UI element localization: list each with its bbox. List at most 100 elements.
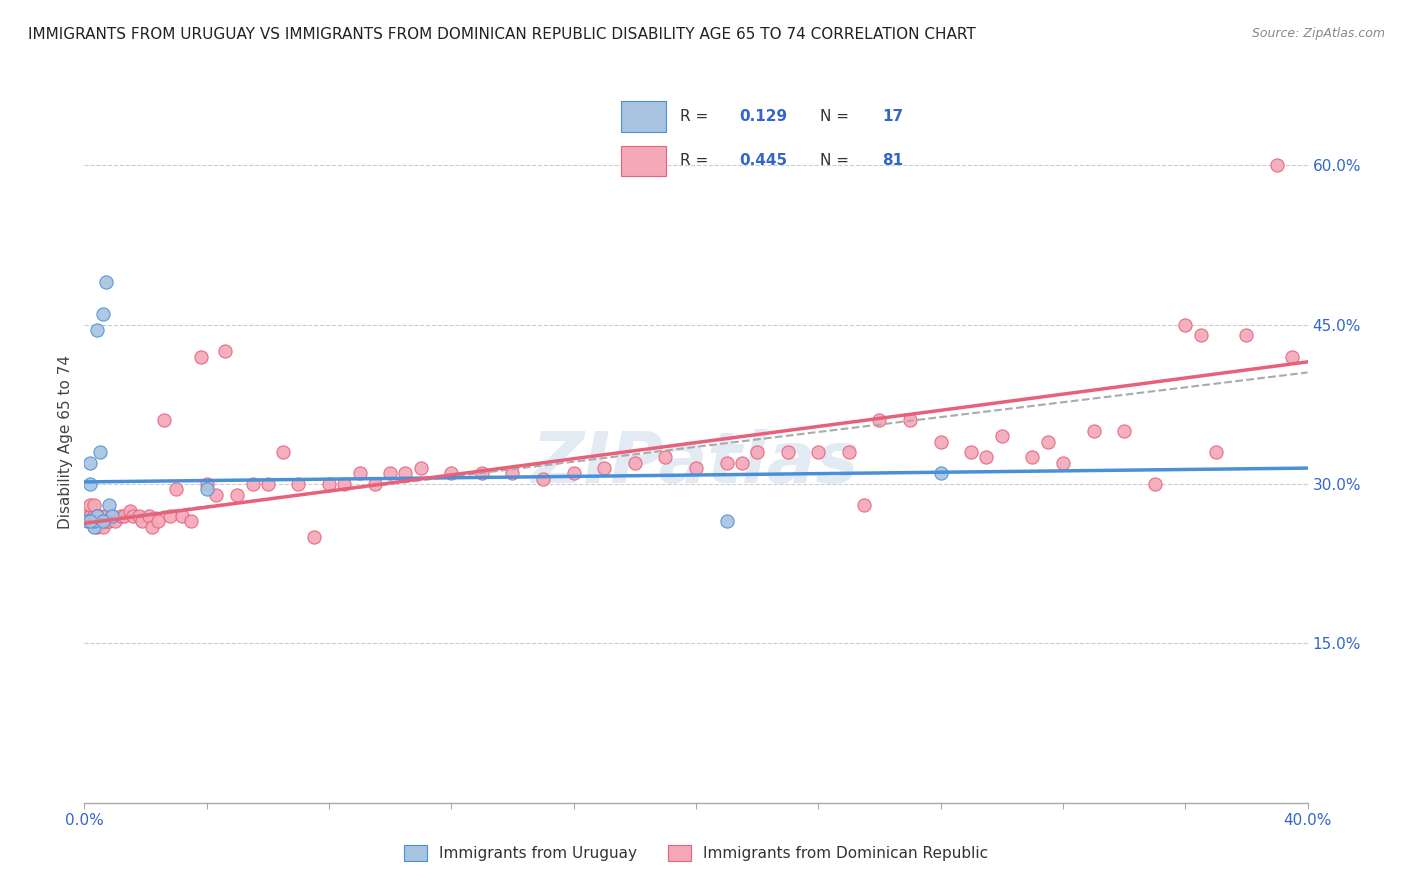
Point [807, 445, 830, 459]
Point [205, 488, 228, 502]
Point [1174, 318, 1197, 332]
Point [226, 488, 249, 502]
Point [1143, 477, 1166, 491]
Point [79, 456, 101, 470]
Point [172, 508, 194, 523]
Point [91, 514, 114, 528]
Point [89, 445, 111, 459]
Point [271, 445, 294, 459]
Text: Source: ZipAtlas.com: Source: ZipAtlas.com [1251, 27, 1385, 40]
Point [214, 344, 236, 359]
Point [86, 519, 108, 533]
Point [110, 508, 132, 523]
Point [91, 514, 114, 528]
Point [76, 508, 98, 523]
Point [89, 508, 111, 523]
Point [159, 508, 181, 523]
Point [1021, 450, 1043, 465]
Point [349, 467, 371, 481]
Point [287, 477, 309, 491]
Point [333, 477, 356, 491]
Point [776, 445, 799, 459]
Point [1052, 456, 1074, 470]
Text: ZIPatlas: ZIPatlas [533, 429, 859, 498]
Point [1281, 350, 1303, 364]
Point [120, 503, 142, 517]
Point [624, 456, 647, 470]
Point [94, 275, 117, 289]
Point [190, 350, 212, 364]
Point [146, 514, 169, 528]
Point [929, 467, 952, 481]
Point [853, 498, 876, 512]
Point [394, 467, 416, 481]
Point [976, 450, 998, 465]
Y-axis label: Disability Age 65 to 74: Disability Age 65 to 74 [58, 354, 73, 529]
Point [409, 461, 432, 475]
Point [83, 508, 105, 523]
Point [83, 514, 105, 528]
Point [128, 508, 150, 523]
Point [242, 477, 264, 491]
Point [747, 445, 769, 459]
Point [195, 483, 218, 497]
Point [869, 413, 891, 427]
Point [1236, 328, 1258, 343]
Point [153, 413, 176, 427]
Point [97, 498, 120, 512]
Point [122, 508, 145, 523]
Point [86, 508, 108, 523]
Point [86, 323, 108, 337]
Point [471, 467, 494, 481]
Legend: Immigrants from Uruguay, Immigrants from Dominican Republic: Immigrants from Uruguay, Immigrants from… [398, 839, 994, 867]
Point [91, 307, 114, 321]
Point [79, 498, 101, 512]
Point [1083, 424, 1105, 438]
Point [898, 413, 921, 427]
Point [89, 514, 111, 528]
Point [94, 514, 117, 528]
Point [138, 508, 160, 523]
Point [79, 477, 101, 491]
Point [141, 519, 163, 533]
Point [112, 508, 135, 523]
Point [1265, 158, 1288, 172]
Point [257, 477, 280, 491]
Point [716, 456, 738, 470]
Point [562, 467, 585, 481]
Point [991, 429, 1014, 443]
Point [1036, 434, 1059, 449]
Point [97, 514, 120, 528]
Point [716, 514, 738, 528]
Point [101, 508, 124, 523]
Point [91, 519, 114, 533]
Point [531, 472, 554, 486]
Point [731, 456, 754, 470]
Point [685, 461, 707, 475]
Point [364, 477, 387, 491]
Point [83, 519, 105, 533]
Point [79, 508, 101, 523]
Point [318, 477, 340, 491]
Point [94, 508, 117, 523]
Point [380, 467, 402, 481]
Point [83, 498, 105, 512]
Point [180, 514, 202, 528]
Point [165, 483, 187, 497]
Point [960, 445, 983, 459]
Point [654, 450, 676, 465]
Point [86, 508, 108, 523]
Point [838, 445, 860, 459]
Point [79, 514, 101, 528]
Point [593, 461, 616, 475]
Point [1205, 445, 1227, 459]
Point [104, 514, 127, 528]
Point [131, 514, 153, 528]
Text: IMMIGRANTS FROM URUGUAY VS IMMIGRANTS FROM DOMINICAN REPUBLIC DISABILITY AGE 65 : IMMIGRANTS FROM URUGUAY VS IMMIGRANTS FR… [28, 27, 976, 42]
Point [440, 467, 463, 481]
Point [929, 434, 952, 449]
Point [502, 467, 524, 481]
Point [101, 508, 124, 523]
Point [76, 514, 98, 528]
Point [302, 530, 325, 544]
